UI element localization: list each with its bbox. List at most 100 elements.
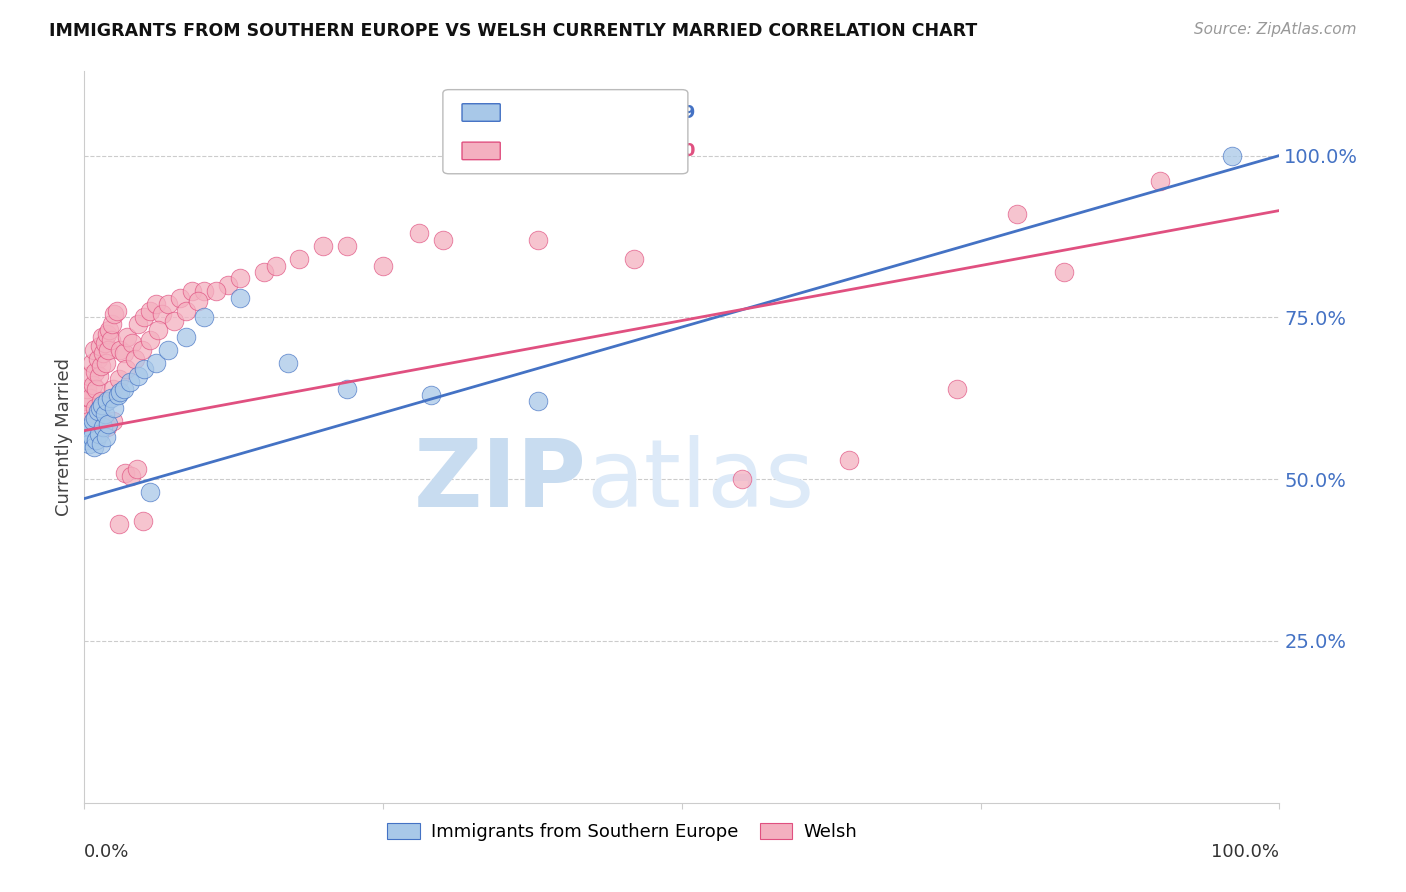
Point [77, 436, 100, 450]
Point [187, 294, 209, 309]
Point [115, 362, 138, 376]
Point [94, 430, 117, 444]
Point [288, 252, 311, 266]
Point [108, 517, 131, 532]
Point [145, 356, 167, 370]
Point [89, 408, 111, 422]
Point [838, 452, 860, 467]
Text: atlas: atlas [586, 435, 814, 527]
Point [139, 333, 162, 347]
Point [77, 414, 100, 428]
Point [90, 359, 112, 373]
FancyBboxPatch shape [443, 90, 688, 174]
Point [527, 233, 550, 247]
Point [87, 426, 110, 441]
Point [107, 388, 129, 402]
Point [336, 239, 359, 253]
Point [110, 343, 132, 357]
Point [96, 420, 118, 434]
Point [193, 310, 215, 325]
Point [132, 310, 156, 325]
Text: 0.0%: 0.0% [84, 843, 129, 861]
Point [108, 372, 131, 386]
Point [132, 514, 155, 528]
Point [731, 472, 754, 486]
Point [110, 384, 132, 399]
Point [1053, 265, 1076, 279]
Point [82, 414, 104, 428]
Point [312, 239, 335, 253]
Point [75, 394, 97, 409]
Point [84, 410, 107, 425]
Point [336, 382, 359, 396]
Point [75, 426, 97, 441]
Point [96, 326, 118, 341]
Point [125, 462, 148, 476]
Point [97, 417, 120, 431]
Point [148, 323, 170, 337]
Point [90, 436, 112, 450]
Point [86, 434, 108, 448]
Point [77, 408, 100, 422]
Point [83, 440, 105, 454]
Point [112, 382, 135, 396]
Point [79, 420, 101, 434]
Point [253, 265, 276, 279]
Point [76, 434, 98, 448]
Point [103, 401, 125, 415]
Point [946, 382, 969, 396]
Point [139, 485, 162, 500]
Point [157, 297, 180, 311]
Point [277, 356, 299, 370]
Text: Source: ZipAtlas.com: Source: ZipAtlas.com [1194, 22, 1357, 37]
Text: IMMIGRANTS FROM SOUTHERN EUROPE VS WELSH CURRENTLY MARRIED CORRELATION CHART: IMMIGRANTS FROM SOUTHERN EUROPE VS WELSH… [49, 22, 977, 40]
Point [101, 382, 124, 396]
Point [127, 317, 149, 331]
Point [157, 343, 180, 357]
Point [408, 226, 430, 240]
Point [527, 394, 550, 409]
Point [84, 401, 107, 415]
Point [83, 343, 105, 357]
Point [205, 285, 228, 299]
Point [86, 352, 108, 367]
Point [93, 408, 115, 422]
Point [89, 339, 111, 353]
Point [86, 404, 108, 418]
Text: R = 0.459   N = 80: R = 0.459 N = 80 [510, 142, 696, 160]
Point [87, 368, 110, 383]
Point [127, 368, 149, 383]
Point [373, 259, 395, 273]
Point [131, 343, 153, 357]
Text: R = 0.673   N = 39: R = 0.673 N = 39 [510, 103, 696, 121]
Text: 100.0%: 100.0% [1212, 843, 1279, 861]
Point [174, 330, 197, 344]
FancyBboxPatch shape [463, 142, 501, 160]
Point [94, 356, 117, 370]
Point [181, 285, 204, 299]
Point [101, 317, 124, 331]
Point [91, 330, 114, 344]
Point [86, 382, 108, 396]
Point [118, 375, 141, 389]
Point [420, 388, 443, 402]
Point [229, 271, 252, 285]
Point [132, 362, 156, 376]
Point [84, 365, 107, 379]
Point [145, 297, 167, 311]
Point [150, 307, 173, 321]
Point [105, 303, 128, 318]
Point [79, 391, 101, 405]
Point [229, 291, 252, 305]
Point [193, 285, 215, 299]
Point [80, 356, 103, 370]
Point [217, 277, 239, 292]
Point [83, 417, 105, 431]
Point [174, 303, 197, 318]
Point [100, 391, 122, 405]
Point [91, 398, 114, 412]
Point [1149, 174, 1171, 188]
Point [90, 394, 112, 409]
Point [120, 469, 142, 483]
Point [623, 252, 645, 266]
